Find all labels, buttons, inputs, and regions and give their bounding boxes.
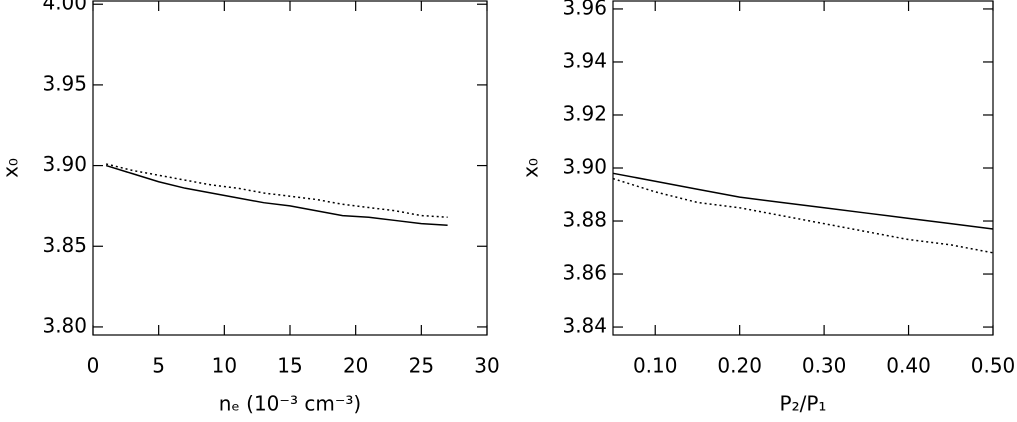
- y-axis-label: x₀: [0, 158, 23, 178]
- y-tick-label: 3.84: [562, 314, 607, 338]
- data-line: [612, 172, 994, 230]
- plot-frame: [92, 0, 488, 336]
- data-line: [105, 164, 448, 227]
- y-tick-label: 3.90: [562, 155, 607, 179]
- x-tick-label: 0: [87, 354, 100, 378]
- y-tick-label: 3.94: [562, 48, 607, 72]
- x-tick-label: 20: [343, 354, 368, 378]
- x-tick-label: 0.30: [802, 354, 847, 378]
- x-axis-label: nₑ (10⁻³ cm⁻³): [219, 392, 361, 416]
- y-axis-label: x₀: [519, 158, 543, 178]
- y-tick-label: 3.90: [42, 152, 87, 176]
- plot-frame: [612, 0, 994, 336]
- x-tick-label: 15: [277, 354, 302, 378]
- y-tick-label: 3.88: [562, 208, 607, 232]
- x-tick-label: 0.50: [971, 354, 1016, 378]
- data-line: [612, 177, 994, 254]
- x-tick-label: 0.10: [633, 354, 678, 378]
- y-tick-label: 3.95: [42, 71, 87, 95]
- y-tick-label: 3.85: [42, 233, 87, 257]
- x-tick-label: 30: [474, 354, 499, 378]
- y-tick-label: 3.96: [562, 0, 607, 19]
- y-tick-label: 3.86: [562, 261, 607, 285]
- data-line: [105, 163, 448, 218]
- x-tick-label: 0.20: [717, 354, 762, 378]
- y-tick-label: 3.80: [42, 313, 87, 337]
- x-tick-label: 25: [409, 354, 434, 378]
- x-axis-label: P₂/P₁: [780, 392, 827, 416]
- x-tick-label: 0.40: [886, 354, 931, 378]
- x-tick-label: 5: [152, 354, 165, 378]
- x-tick-label: 10: [212, 354, 237, 378]
- y-tick-label: 4.00: [42, 0, 87, 15]
- y-tick-label: 3.92: [562, 101, 607, 125]
